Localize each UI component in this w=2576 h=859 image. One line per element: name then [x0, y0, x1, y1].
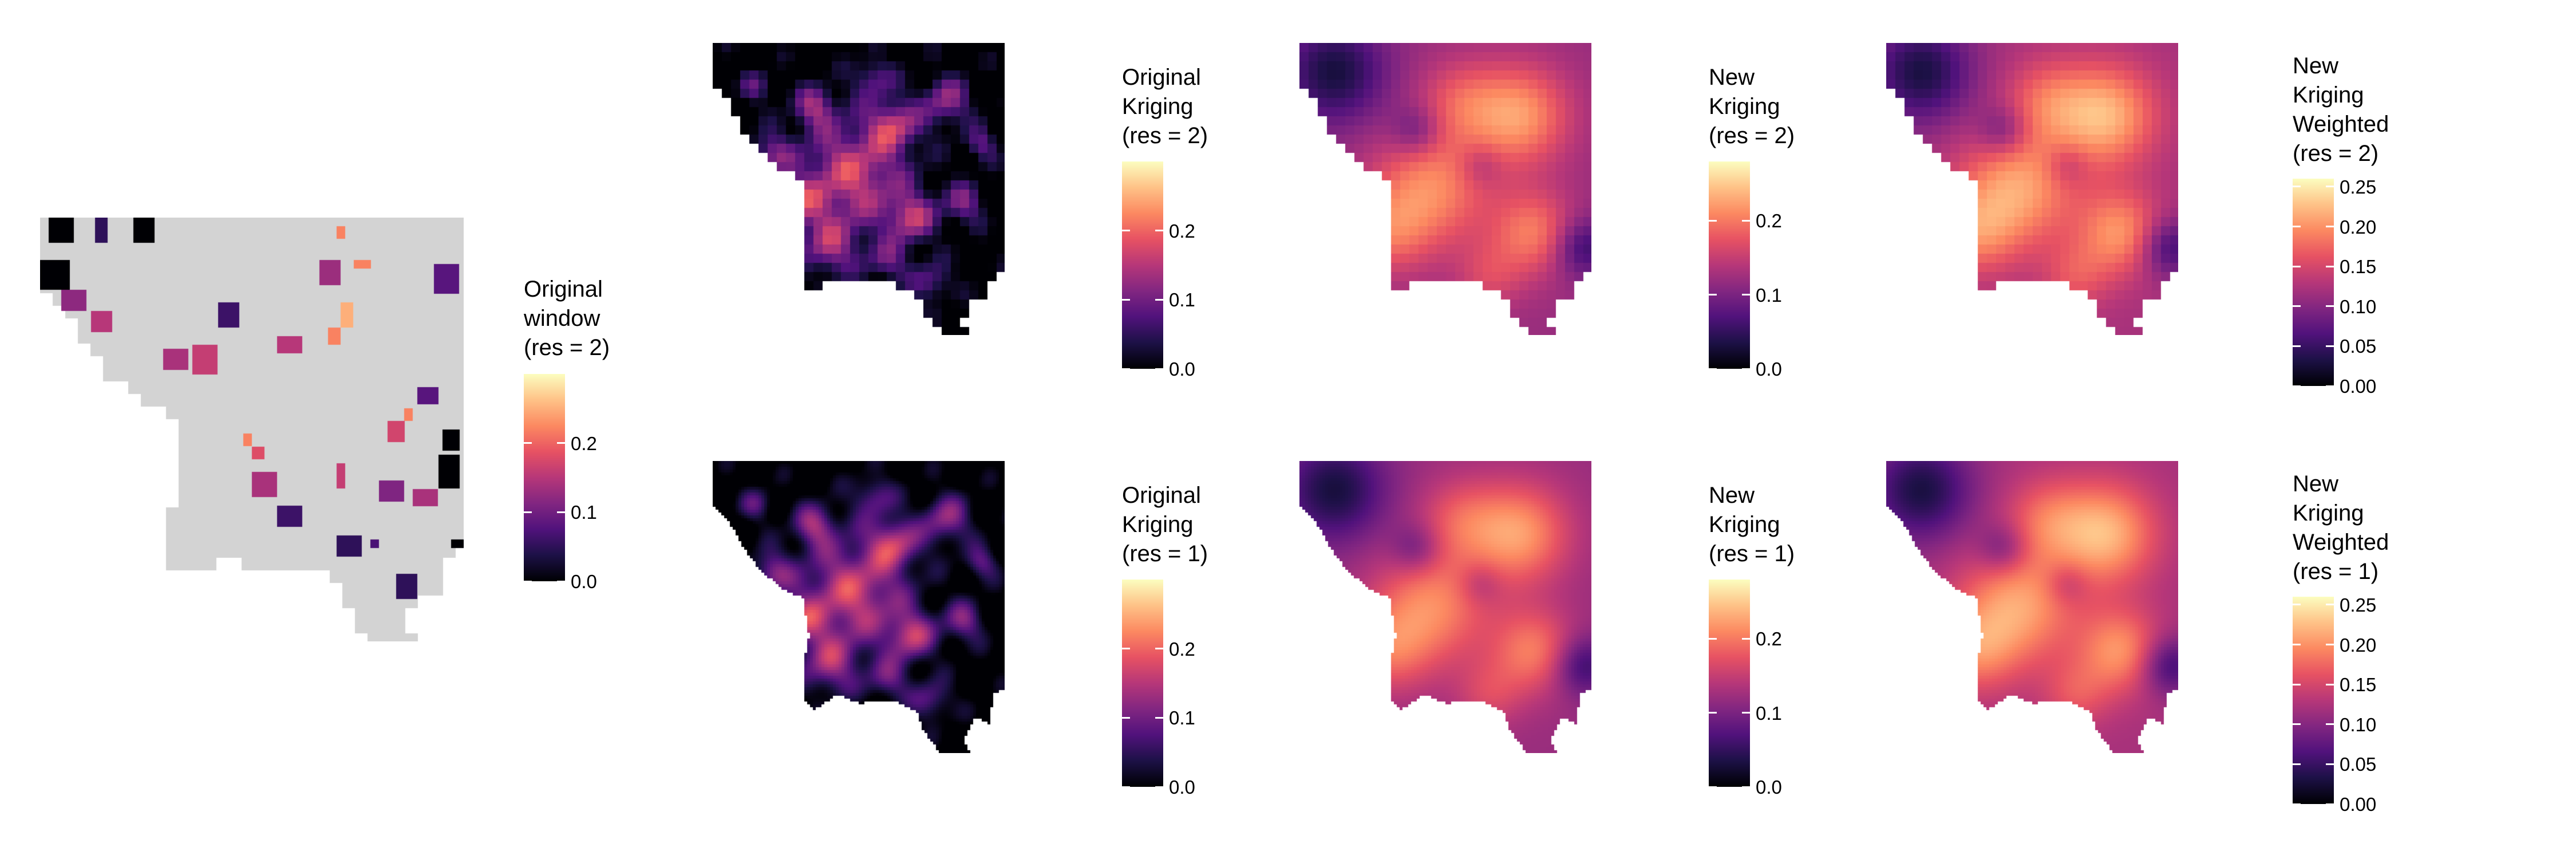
colorbar-tick-label: 0.1 — [1169, 707, 1195, 729]
legend-title-line: (res = 1) — [2293, 559, 2379, 584]
colorbar-tick-label: 0.25 — [2340, 176, 2377, 198]
legend-title-line: Kriging — [1122, 94, 1194, 119]
legend-title-line: New — [1709, 65, 1755, 90]
colorbar-tick-label: 0.0 — [1169, 777, 1195, 798]
colorbar-tick-label: 0.05 — [2340, 754, 2377, 775]
colorbar-tick-label: 0.00 — [2340, 794, 2377, 815]
heatmap-new-kriging-res1 — [1299, 461, 1591, 753]
legend-title: Original Kriging (res = 1) — [1122, 481, 1208, 569]
legend-title-line: Original — [524, 277, 603, 302]
colorbar — [2293, 597, 2334, 804]
colorbar — [524, 374, 565, 581]
legend-title-line: (res = 1) — [1122, 541, 1208, 566]
legend-title-line: Kriging — [2293, 82, 2364, 108]
colorbar-tick-label: 0.20 — [2340, 216, 2377, 238]
colorbar — [2293, 179, 2334, 386]
colorbar-tick-label: 0.2 — [571, 432, 597, 454]
legend-title-line: Kriging — [2293, 501, 2364, 526]
legend-title-line: (res = 2) — [1709, 123, 1795, 148]
legend-title-line: New — [1709, 483, 1755, 508]
colorbar-tick-label: 0.0 — [571, 571, 597, 592]
legend-title: New Kriging Weighted (res = 2) — [2293, 52, 2389, 168]
legend-title-line: (res = 1) — [1709, 541, 1795, 566]
colorbar-tick-label: 0.1 — [1169, 289, 1195, 311]
heatmap-new-kriging-weighted-res2 — [1886, 43, 2178, 335]
legend-title-line: Original — [1122, 483, 1201, 508]
colorbar-tick-label: 0.25 — [2340, 594, 2377, 616]
colorbar-tick-label: 0.1 — [1756, 284, 1782, 306]
legend-title-line: (res = 2) — [2293, 141, 2379, 166]
legend-title-line: Kriging — [1709, 512, 1780, 537]
colorbar-tick-label: 0.2 — [1756, 628, 1782, 650]
legend-title-line: Kriging — [1709, 94, 1780, 119]
colorbar-tick-label: 0.0 — [1756, 358, 1782, 380]
legend-title: New Kriging (res = 2) — [1709, 63, 1795, 151]
colorbar — [1122, 580, 1163, 787]
legend-title: New Kriging Weighted (res = 1) — [2293, 470, 2389, 586]
colorbar-tick-label: 0.10 — [2340, 714, 2377, 735]
legend-title-line: Kriging — [1122, 512, 1194, 537]
colorbar-tick-label: 0.1 — [571, 502, 597, 523]
colorbar — [1122, 161, 1163, 369]
colorbar-tick-label: 0.2 — [1169, 220, 1195, 242]
colorbar-tick-label: 0.05 — [2340, 336, 2377, 357]
heatmap-original-window-res2 — [40, 218, 464, 641]
colorbar-tick-label: 0.2 — [1169, 638, 1195, 660]
heatmap-new-kriging-res2 — [1299, 43, 1591, 335]
heatmap-new-kriging-weighted-res1 — [1886, 461, 2178, 753]
colorbar-tick-label: 0.20 — [2340, 634, 2377, 656]
colorbar-tick-label: 0.0 — [1169, 358, 1195, 380]
legend-title-line: New — [2293, 471, 2339, 497]
colorbar-tick-label: 0.1 — [1756, 702, 1782, 724]
legend-title-line: New — [2293, 53, 2339, 78]
legend-title-line: Weighted — [2293, 530, 2389, 555]
colorbar-tick-label: 0.10 — [2340, 295, 2377, 317]
colorbar-tick-label: 0.15 — [2340, 256, 2377, 278]
legend-title: Original window (res = 2) — [524, 275, 610, 362]
colorbar-tick-label: 0.00 — [2340, 376, 2377, 397]
legend-title: New Kriging (res = 1) — [1709, 481, 1795, 569]
colorbar — [1709, 161, 1750, 369]
colorbar-tick-label: 0.2 — [1756, 210, 1782, 232]
colorbar — [1709, 580, 1750, 787]
colorbar-tick-label: 0.0 — [1756, 777, 1782, 798]
heatmap-original-kriging-res2 — [713, 43, 1005, 335]
legend-title-line: (res = 2) — [1122, 123, 1208, 148]
legend-title-line: window — [524, 306, 600, 331]
legend-title-line: (res = 2) — [524, 335, 610, 360]
heatmap-original-kriging-res1 — [713, 461, 1005, 753]
legend-title-line: Weighted — [2293, 112, 2389, 137]
legend-title: Original Kriging (res = 2) — [1122, 63, 1208, 151]
legend-title-line: Original — [1122, 65, 1201, 90]
colorbar-tick-label: 0.15 — [2340, 674, 2377, 696]
